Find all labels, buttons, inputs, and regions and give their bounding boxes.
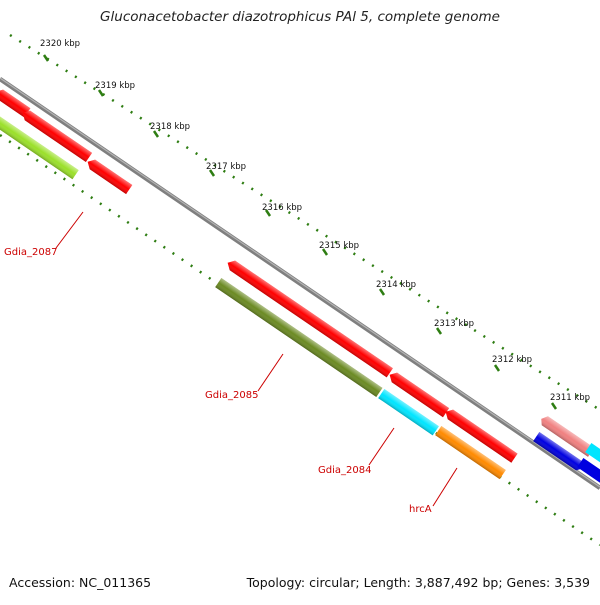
tick-label: 2312 kbp <box>492 355 532 365</box>
leader-line <box>368 427 395 466</box>
gene-feature[interactable] <box>538 414 595 457</box>
tick-mark <box>208 169 216 177</box>
tick-mark <box>378 288 386 296</box>
genome-summary-text: Topology: circular; Length: 3,887,492 bp… <box>246 575 590 590</box>
accession-text: Accession: NC_011365 <box>9 575 152 590</box>
gene-label[interactable]: hrcA <box>409 504 432 515</box>
tick-label: 2311 kbp <box>550 393 590 403</box>
tick-label: 2314 kbp <box>376 280 416 290</box>
gene-labels: Gdia_2087 Gdia_2085 Gdia_2084 hrcA <box>4 247 432 515</box>
gene-label[interactable]: Gdia_2087 <box>4 247 57 258</box>
leader-line <box>55 211 84 249</box>
tick-label: 2320 kbp <box>40 39 80 49</box>
gene-feature[interactable] <box>85 157 133 195</box>
gene-feature[interactable] <box>585 443 600 470</box>
gene-feature[interactable] <box>435 426 506 480</box>
tick-label: 2319 kbp <box>95 81 135 91</box>
gene-label[interactable]: Gdia_2084 <box>318 465 371 476</box>
tick-label: 2315 kbp <box>319 241 359 251</box>
gene-feature[interactable] <box>0 116 79 180</box>
tick-label: 2316 kbp <box>262 203 302 213</box>
genome-backbone <box>0 77 600 490</box>
tick-mark <box>42 54 50 62</box>
scale-ticks: 2320 kbp 2319 kbp 2318 kbp 2317 kbp 2316… <box>40 39 590 410</box>
tick-mark <box>97 89 105 97</box>
tick-mark <box>550 402 558 410</box>
tick-mark <box>264 209 272 217</box>
tick-label: 2317 kbp <box>206 162 246 172</box>
gene-feature[interactable] <box>215 278 383 398</box>
leader-line <box>257 353 284 392</box>
tick-mark <box>321 248 329 256</box>
tick-label: 2313 kbp <box>434 319 474 329</box>
reverse-strand-genes <box>0 116 600 485</box>
gene-label-leaders <box>55 211 458 507</box>
tick-mark <box>493 364 501 372</box>
tick-mark <box>152 130 160 138</box>
gene-feature[interactable] <box>443 407 518 463</box>
gene-feature[interactable] <box>387 370 450 418</box>
tick-mark <box>435 327 443 335</box>
gene-label[interactable]: Gdia_2085 <box>205 390 258 401</box>
genome-title: Gluconacetobacter diazotrophicus PAl 5, … <box>100 9 500 25</box>
forward-strand-genes <box>0 87 595 463</box>
gene-feature[interactable] <box>0 87 31 118</box>
gene-feature[interactable] <box>533 432 585 473</box>
gene-feature[interactable] <box>378 389 439 436</box>
gene-feature[interactable] <box>225 258 393 378</box>
gene-feature[interactable] <box>20 108 93 163</box>
tick-label: 2318 kbp <box>150 122 190 132</box>
genome-backbone-highlight <box>0 77 600 488</box>
leader-line <box>432 467 458 507</box>
gene-feature[interactable] <box>577 458 600 485</box>
